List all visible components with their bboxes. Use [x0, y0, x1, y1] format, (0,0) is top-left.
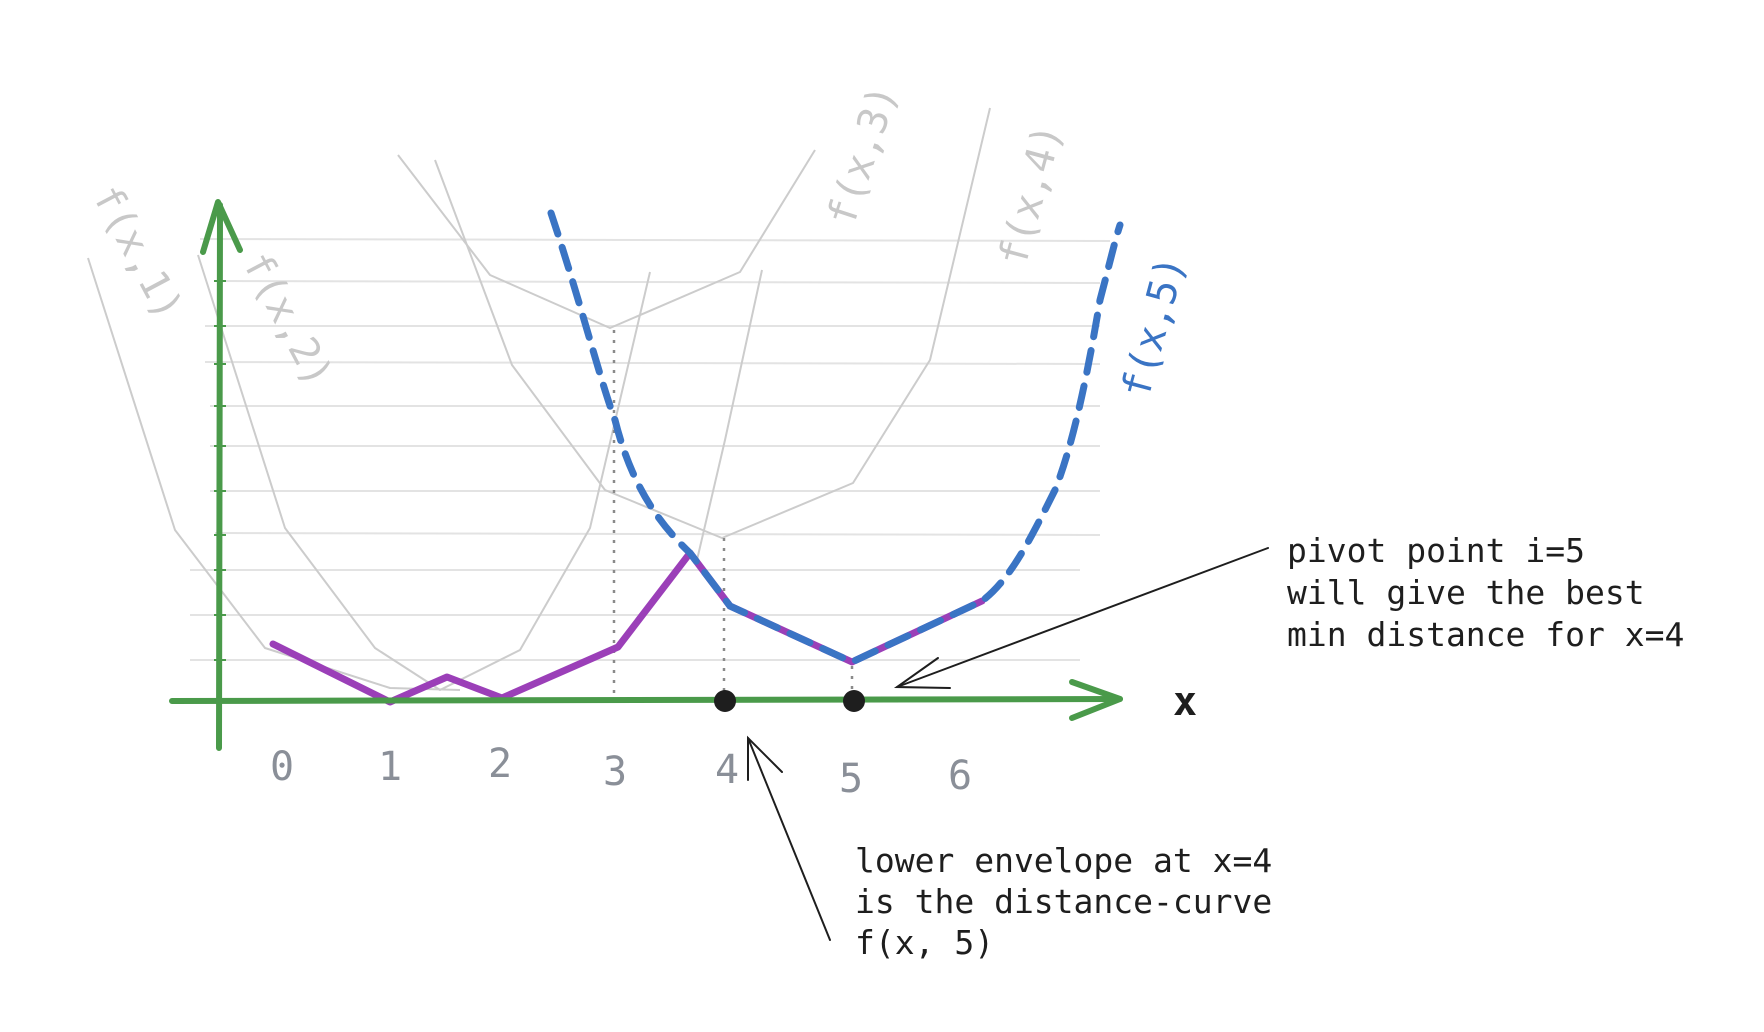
- pivot-note-line-1: pivot point i=5: [1287, 531, 1585, 570]
- curve-f3-left: [397, 149, 816, 329]
- label-f2: f(x,2): [233, 245, 341, 394]
- y-axis-arrowhead: [200, 199, 243, 255]
- curve-f5: [547, 209, 1124, 666]
- pivot-arrowhead: [893, 657, 951, 689]
- label-f5: f(x,5): [1113, 251, 1195, 402]
- curve-f3-right: [434, 107, 991, 539]
- envelope-note-line-3: f(x, 5): [855, 923, 994, 962]
- envelope-arrowhead: [747, 735, 783, 781]
- curve-f4: [696, 269, 763, 561]
- axes: [169, 199, 1123, 751]
- curve-f2: [197, 254, 651, 691]
- x-tick-labels: 0 1 2 3 4 5 6: [270, 741, 972, 802]
- points: [714, 690, 865, 712]
- tick-label-0: 0: [270, 744, 294, 790]
- y-axis-ticks: [214, 280, 226, 661]
- x-axis: [169, 696, 1123, 704]
- gridline: [214, 532, 1101, 536]
- tick-label-5: 5: [839, 756, 863, 802]
- gridline: [214, 280, 1101, 284]
- label-f1: f(x,1): [83, 178, 191, 327]
- pivot-note: pivot point i=5 will give the best min d…: [1287, 531, 1684, 654]
- pivot-arrow: [896, 547, 1269, 688]
- point-x4: [714, 690, 736, 712]
- dotted-guides: [612, 330, 854, 702]
- x-axis-label: x: [1173, 679, 1197, 725]
- tick-label-1: 1: [378, 744, 402, 790]
- envelope-note-line-2: is the distance-curve: [855, 882, 1272, 921]
- lower-envelope: [269, 549, 986, 706]
- tick-label-2: 2: [488, 741, 512, 787]
- point-x5: [843, 690, 865, 712]
- envelope-note-line-1: lower envelope at x=4: [855, 841, 1272, 880]
- envelope-note: lower envelope at x=4 is the distance-cu…: [855, 841, 1272, 962]
- tick-label-6: 6: [948, 753, 972, 799]
- pivot-note-line-2: will give the best: [1287, 573, 1645, 612]
- gridline: [199, 238, 1111, 242]
- tick-label-3: 3: [603, 749, 627, 795]
- gridline: [204, 361, 1101, 365]
- x-axis-arrowhead: [1069, 679, 1123, 721]
- label-f3: f(x,3): [819, 79, 907, 231]
- y-axis: [216, 202, 223, 751]
- label-f4: f(x,4): [990, 119, 1072, 270]
- envelope-arrow: [747, 737, 831, 941]
- annotation-arrows: [747, 547, 1269, 941]
- tick-label-4: 4: [715, 747, 739, 793]
- pivot-note-line-3: min distance for x=4: [1287, 615, 1684, 654]
- gridlines: [190, 238, 1111, 661]
